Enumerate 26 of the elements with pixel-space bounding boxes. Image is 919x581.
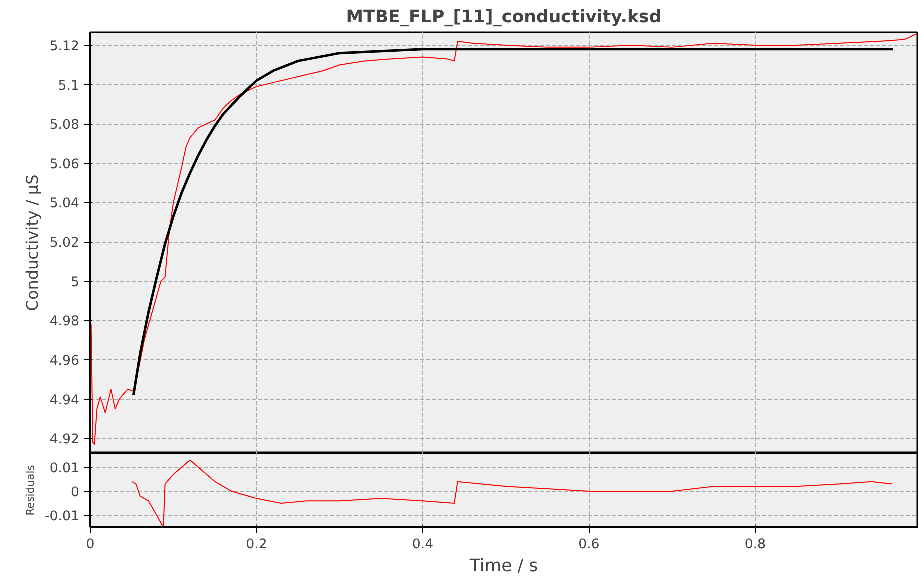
- y-tick-label: 0: [71, 485, 80, 500]
- x-tick-label: 0.4: [412, 538, 434, 552]
- y-axis-title: Conductivity / µS: [22, 174, 42, 312]
- y-tick-label: 4.96: [50, 354, 80, 369]
- y-tick-label: 5.06: [50, 157, 80, 172]
- y-tick-label: 5.02: [50, 236, 80, 252]
- chart-title: MTBE_FLP_[11]_conductivity.ksd: [346, 8, 662, 28]
- y-tick-label: 0.01: [50, 461, 80, 476]
- x-tick-label: 0: [86, 538, 95, 552]
- x-tick-label: 0.6: [578, 538, 600, 552]
- line-series: [132, 460, 894, 528]
- y-tick-label: 4.92: [50, 432, 80, 448]
- y-tick-label: 5.12: [50, 39, 80, 54]
- y-tick-label: 5.1: [58, 78, 80, 94]
- y-axis-title: Residuals: [24, 464, 38, 516]
- y-tick-label: 4.98: [50, 314, 80, 330]
- y-tick-label: 5.08: [50, 118, 80, 134]
- x-tick-label: 0.2: [246, 538, 268, 552]
- y-tick-label: 5: [71, 275, 80, 290]
- y-tick-label: 5.04: [50, 196, 80, 212]
- y-tick-label: 4.94: [50, 393, 80, 408]
- x-axis-title: Time / s: [468, 556, 538, 576]
- x-tick-label: 0.8: [744, 538, 766, 552]
- y-tick-label: -0.01: [45, 509, 80, 524]
- line-series: [132, 48, 895, 397]
- line-series: [90, 33, 918, 445]
